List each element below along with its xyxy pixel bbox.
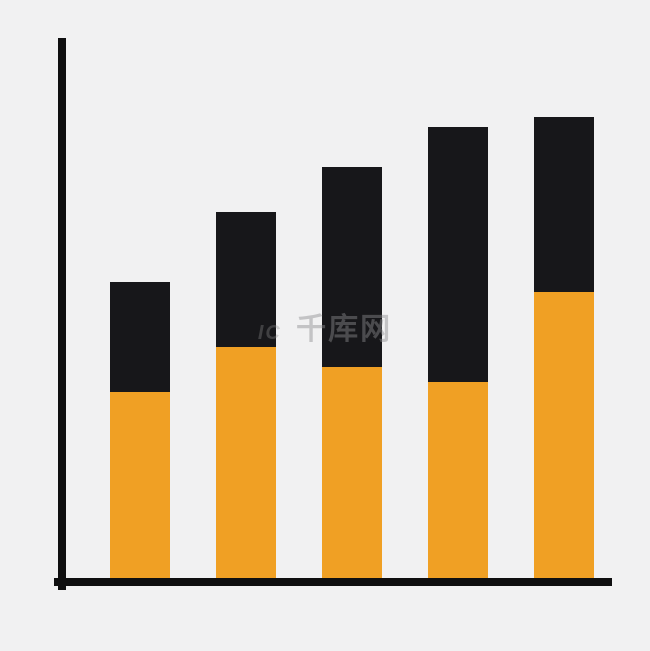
bar-top-1: [216, 212, 276, 347]
bar-bottom-0: [110, 392, 170, 582]
bar-bottom-1: [216, 347, 276, 582]
bar-bottom-3: [428, 382, 488, 582]
bar-top-3: [428, 127, 488, 382]
bar-top-4: [534, 117, 594, 292]
stacked-bar-chart: [0, 0, 650, 651]
bar-top-0: [110, 282, 170, 392]
bar-top-2: [322, 167, 382, 367]
bar-bottom-2: [322, 367, 382, 582]
bar-bottom-4: [534, 292, 594, 582]
